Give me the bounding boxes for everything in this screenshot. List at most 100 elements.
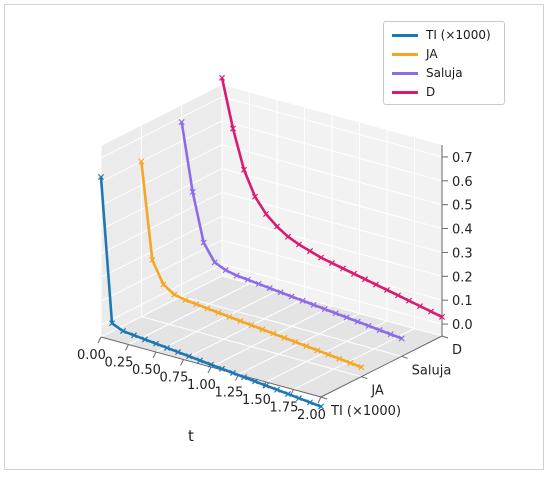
legend-item-ja: JA [392,45,438,63]
series-marker-0 [229,369,237,377]
series-marker-1 [358,364,365,371]
x-tick-mark [125,344,129,351]
series-marker-1 [303,343,310,350]
grid-z-back [221,144,443,206]
series-marker-0 [284,390,292,397]
series-marker-2 [343,314,350,321]
legend-label-saluja: Saluja [426,66,463,80]
series-marker-3 [240,166,248,173]
grid-z-side [100,120,223,183]
x-tick-mark [180,359,184,366]
x-axis-title: t [188,427,194,445]
series-marker-2 [321,306,328,313]
legend-swatch-ti [392,33,418,37]
series-marker-0 [130,332,138,339]
y-tick-label: D [452,343,462,358]
grid-z-back [221,96,443,158]
series-marker-1 [193,301,200,308]
grid-x-floor [183,298,305,360]
series-marker-0 [207,361,215,368]
y-tick-label: TI (×1000) [330,404,401,419]
series-marker-3 [229,125,237,132]
grid-z-back [221,239,443,301]
grid-x-floor [210,305,333,368]
series-marker-2 [222,267,229,274]
series-marker-3 [339,265,347,272]
series-marker-3 [416,303,424,310]
series-marker-0 [108,320,116,327]
series-marker-3 [394,292,402,299]
series-marker-0 [163,344,171,351]
z-tick-label: 0.2 [452,270,473,285]
x-tick-label: 0.50 [132,363,161,378]
series-marker-3 [273,223,281,230]
series-marker-2 [266,285,273,292]
series-marker-0 [141,336,149,343]
series-marker-3 [405,297,413,304]
series-marker-0 [119,328,127,335]
y-tick-mark [361,376,368,380]
y-axis-line [320,335,443,398]
series-marker-1 [237,317,244,325]
series-marker-3 [427,308,435,315]
series-marker-1 [336,355,343,362]
x-tick-label: 0.75 [160,371,189,386]
legend-swatch-d [392,90,418,94]
series-marker-3 [372,281,380,288]
series-marker-3 [361,276,369,283]
grid-z-side [100,96,223,159]
grid-z-side [100,263,223,326]
series-marker-2 [211,259,218,266]
legend-item-d: D [392,83,435,101]
series-marker-3 [306,248,314,255]
series-marker-0 [295,395,303,402]
y-tick-label: Saluja [412,363,452,378]
chart-3d-plot: 0.000.250.500.751.001.251.501.752.00 t TI … [77,74,473,445]
series-marker-0 [97,174,105,181]
y-tick-mark [441,335,449,339]
y-tick-mark [320,396,328,400]
series-marker-2 [255,280,262,287]
series-marker-0 [185,353,193,360]
legend-swatch-ja [392,52,418,56]
series-marker-2 [288,293,295,300]
series-marker-3 [218,74,226,81]
series-marker-2 [310,301,317,308]
x-tick-label: 1.50 [242,393,271,408]
series-marker-1 [347,359,354,366]
series-marker-0 [240,374,248,381]
x-tick-mark [317,396,322,404]
grid-z-back [221,168,443,230]
series-marker-2 [376,327,383,334]
series-marker-1 [314,347,321,354]
series-marker-1 [182,296,189,304]
x-tick-mark [97,336,102,344]
series-marker-3 [328,260,336,267]
z-tick-label: 0.3 [452,246,473,261]
series-marker-1 [259,326,266,333]
grid-z-back [221,263,443,325]
side-pane [101,85,222,337]
x-tick-label: 1.25 [215,386,244,401]
series-marker-3 [383,286,391,293]
series-marker-3 [262,210,270,218]
z-tick-label: 0.0 [452,318,473,333]
x-tick-mark [207,366,212,374]
series-marker-2 [365,322,372,329]
legend-label-ja: JA [426,47,438,61]
series-marker-1 [160,281,167,288]
z-tick-label: 0.6 [452,175,473,190]
series-marker-0 [196,357,204,364]
series-marker-3 [317,254,325,261]
series-marker-0 [152,340,160,347]
series-marker-2 [354,318,361,325]
legend: TI (×1000) JA Saluja D [383,21,505,105]
series-marker-2 [398,335,405,342]
series-marker-3 [350,270,358,277]
grid-y-floor [221,275,443,337]
series-marker-1 [248,322,255,329]
series-marker-3 [251,193,259,200]
x-tick-label: 2.00 [297,408,326,423]
z-tick-label: 0.1 [452,294,473,309]
grid-y-floor [141,316,362,378]
